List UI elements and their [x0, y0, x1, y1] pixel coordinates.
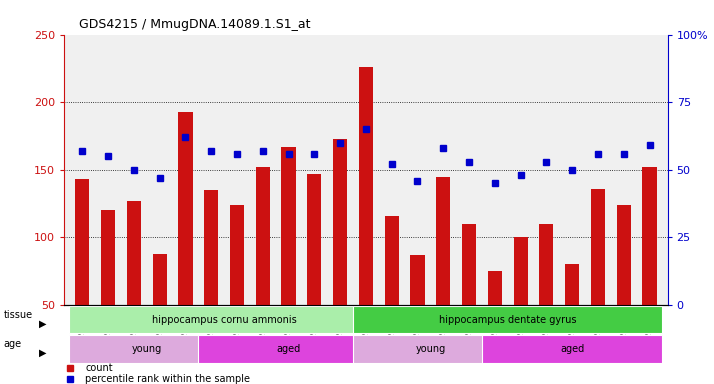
Text: GDS4215 / MmugDNA.14089.1.S1_at: GDS4215 / MmugDNA.14089.1.S1_at [79, 18, 310, 31]
Bar [75, 179, 89, 305]
Text: aged: aged [276, 344, 301, 354]
Bar [153, 253, 167, 305]
Text: ▶: ▶ [39, 348, 46, 358]
Bar [230, 205, 244, 305]
Bar [462, 224, 476, 305]
Text: age: age [4, 339, 21, 349]
Bar [69, 306, 379, 333]
Bar [127, 201, 141, 305]
Bar [539, 224, 553, 305]
Bar [565, 265, 579, 305]
Bar [359, 67, 373, 305]
Text: hippocampus cornu ammonis: hippocampus cornu ammonis [152, 314, 296, 324]
Bar [436, 177, 451, 305]
Bar [178, 112, 193, 305]
Bar [353, 306, 663, 333]
Text: young: young [416, 344, 446, 354]
Bar [353, 335, 508, 362]
Bar [385, 216, 399, 305]
Text: percentile rank within the sample: percentile rank within the sample [86, 374, 251, 384]
Bar [591, 189, 605, 305]
Bar [333, 139, 347, 305]
Text: tissue: tissue [4, 310, 33, 320]
Bar [281, 147, 296, 305]
Text: aged: aged [560, 344, 584, 354]
Bar [69, 335, 224, 362]
Bar [307, 174, 321, 305]
Bar [488, 271, 502, 305]
Bar [204, 190, 218, 305]
Bar [198, 335, 379, 362]
Bar [617, 205, 631, 305]
Bar [513, 237, 528, 305]
Bar [101, 210, 115, 305]
Bar [256, 167, 270, 305]
Text: hippocampus dentate gyrus: hippocampus dentate gyrus [439, 314, 576, 324]
Bar [643, 167, 657, 305]
Text: young: young [131, 344, 162, 354]
Bar [482, 335, 663, 362]
Text: count: count [86, 363, 113, 373]
Bar [411, 255, 425, 305]
Text: ▶: ▶ [39, 319, 46, 329]
